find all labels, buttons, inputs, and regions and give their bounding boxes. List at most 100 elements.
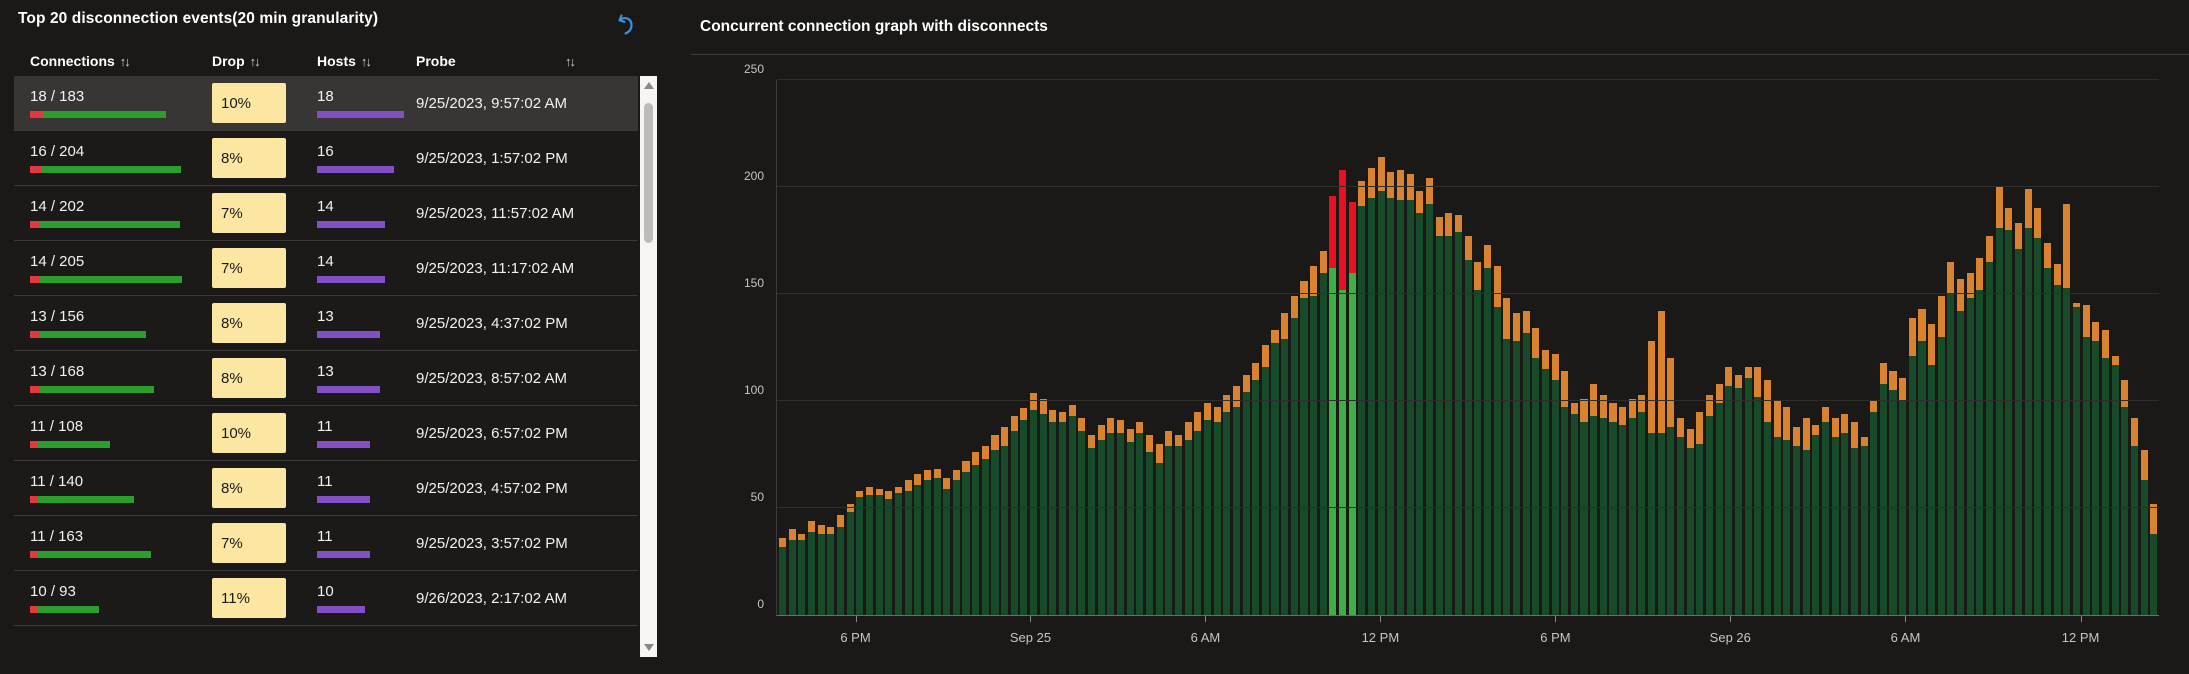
table-row[interactable]: 11 / 163 7% 11 9/25/2023, 3:57:02 PM — [14, 516, 638, 571]
chart-bar — [1310, 266, 1318, 615]
disconnect-segment — [1763, 379, 1771, 423]
chart-bar — [1686, 428, 1694, 615]
connections-bar — [30, 221, 196, 228]
probe-cell: 9/25/2023, 11:57:02 AM — [400, 205, 638, 222]
x-tick-mark — [1905, 616, 1907, 622]
column-header-probe[interactable]: Probe ↑↓ — [400, 53, 638, 69]
connected-segment — [1599, 418, 1607, 615]
chart-bar — [2140, 450, 2148, 615]
disconnect-segment — [865, 486, 873, 496]
chart-bar — [1928, 323, 1936, 615]
scroll-up-icon[interactable] — [643, 82, 654, 89]
chart-bar — [1599, 394, 1607, 615]
disconnect-segment — [1773, 401, 1781, 438]
chart-bar — [885, 490, 893, 615]
x-tick-label: 6 PM — [1540, 630, 1571, 645]
chart-bar — [2121, 379, 2129, 615]
disconnect-segment — [2072, 302, 2080, 307]
connections-cell: 11 / 108 — [14, 418, 196, 448]
chart-bar — [1445, 212, 1453, 615]
table-row[interactable]: 10 / 93 11% 10 9/26/2023, 2:17:02 AM — [14, 571, 638, 626]
disconnect-segment — [1020, 407, 1028, 421]
sort-arrows-icon[interactable]: ↑↓ — [249, 53, 261, 69]
disconnect-segment — [1165, 430, 1173, 446]
disconnect-segment — [1145, 435, 1153, 453]
column-header-hosts[interactable]: Hosts ↑↓ — [301, 53, 400, 69]
disconnect-segment — [1667, 358, 1675, 427]
drop-cell: 7% — [196, 193, 301, 233]
column-label: Connections — [30, 53, 115, 69]
connected-segment — [981, 458, 989, 615]
connected-segment — [991, 450, 999, 615]
chart-bar — [1483, 244, 1491, 615]
chart-bar — [827, 527, 835, 615]
disconnect-segment — [1010, 416, 1018, 431]
table-row[interactable]: 13 / 168 8% 13 9/25/2023, 8:57:02 AM — [14, 351, 638, 406]
connected-segment — [1812, 435, 1820, 615]
scroll-down-icon[interactable] — [643, 644, 654, 651]
connected-segment — [952, 480, 960, 615]
sort-arrows-icon[interactable]: ↑↓ — [119, 53, 131, 69]
chart-bar — [1387, 172, 1395, 615]
chart-bar — [1570, 403, 1578, 615]
table-row[interactable]: 11 / 108 10% 11 9/25/2023, 6:57:02 PM — [14, 406, 638, 461]
probe-timestamp: 9/25/2023, 11:17:02 AM — [416, 259, 575, 277]
chart-bar — [1995, 187, 2003, 615]
chart-bar — [1145, 435, 1153, 615]
connected-segment — [1754, 396, 1762, 615]
hosts-cell: 13 — [301, 363, 400, 393]
connected-segment — [1078, 431, 1086, 615]
disconnect-segment — [1503, 298, 1511, 339]
connected-segment — [1252, 379, 1260, 615]
disconnect-segment — [1483, 244, 1491, 269]
chart-bar — [1107, 418, 1115, 615]
undo-refresh-button[interactable] — [610, 10, 640, 40]
table-row[interactable]: 14 / 205 7% 14 9/25/2023, 11:17:02 AM — [14, 241, 638, 296]
connected-segment — [2121, 407, 2129, 615]
table-row[interactable]: 14 / 202 7% 14 9/25/2023, 11:57:02 AM — [14, 186, 638, 241]
chart-bar — [1850, 422, 1858, 615]
table-row[interactable]: 18 / 183 10% 18 9/25/2023, 9:57:02 AM — [14, 76, 638, 131]
connected-segment — [40, 221, 180, 228]
disconnect-segment — [991, 435, 999, 451]
hosts-value: 13 — [317, 363, 334, 380]
chart-bar — [1001, 426, 1009, 615]
table-row[interactable]: 11 / 140 8% 11 9/25/2023, 4:57:02 PM — [14, 461, 638, 516]
chart-bar — [779, 537, 787, 615]
connected-segment — [1609, 422, 1617, 615]
disconnect-segment — [1947, 261, 1955, 294]
chart-bar — [865, 486, 873, 615]
chart-bar — [1503, 298, 1511, 615]
events-table-body: 18 / 183 10% 18 9/25/2023, 9:57:02 AM 16 / 2… — [14, 76, 638, 626]
column-header-drop[interactable]: Drop ↑↓ — [196, 53, 301, 69]
table-scrollbar[interactable] — [640, 76, 657, 657]
hosts-value: 11 — [317, 528, 333, 545]
connected-segment — [1590, 416, 1598, 615]
table-row[interactable]: 16 / 204 8% 16 9/25/2023, 1:57:02 PM — [14, 131, 638, 186]
connected-segment — [788, 540, 796, 615]
connected-segment — [2130, 445, 2138, 615]
drop-cell: 8% — [196, 468, 301, 508]
scrollbar-thumb[interactable] — [644, 103, 653, 243]
disconnect-segment — [904, 480, 912, 491]
chart-bar — [1165, 430, 1173, 615]
sort-arrows-icon[interactable]: ↑↓ — [565, 53, 576, 69]
disconnect-segment — [943, 478, 951, 489]
connected-segment — [1522, 332, 1530, 615]
disconnect-segment — [1368, 167, 1376, 198]
connected-segment — [1039, 413, 1047, 615]
table-row[interactable]: 13 / 156 8% 13 9/25/2023, 4:37:02 PM — [14, 296, 638, 351]
chart-bar — [1812, 424, 1820, 615]
drop-cell: 8% — [196, 358, 301, 398]
connected-segment — [933, 478, 941, 615]
chart-bar — [1986, 236, 1994, 615]
disconnect-segment — [1358, 180, 1366, 207]
disconnect-segment — [1223, 394, 1231, 412]
sort-arrows-icon[interactable]: ↑↓ — [360, 53, 372, 69]
connected-segment — [846, 512, 854, 615]
chart-bar — [1223, 394, 1231, 615]
chart-bar — [1773, 401, 1781, 615]
connected-segment — [1686, 448, 1694, 615]
column-header-connections[interactable]: Connections ↑↓ — [14, 53, 196, 69]
table-header: Connections ↑↓ Drop ↑↓ Hosts ↑↓ Probe ↑↓ — [14, 46, 638, 76]
